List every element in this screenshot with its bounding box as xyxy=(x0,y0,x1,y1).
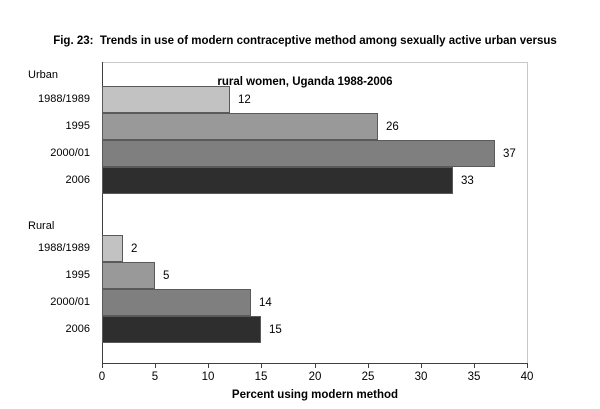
category-label: 1988/1989 xyxy=(38,242,90,254)
x-tick-label: 0 xyxy=(98,371,106,383)
bar-rural-2000-01 xyxy=(102,289,251,316)
bar-urban-1995 xyxy=(102,113,378,140)
value-label: 15 xyxy=(269,324,282,336)
chart-title: Fig. 23: Trends in use of modern contrac… xyxy=(10,8,600,103)
plot-frame-top xyxy=(102,62,528,63)
x-tick-mark xyxy=(527,364,528,368)
bar-rural-2006 xyxy=(102,316,261,343)
chart-title-line1: Fig. 23: Trends in use of modern contrac… xyxy=(53,35,557,47)
x-tick-label: 10 xyxy=(201,371,215,383)
x-tick-mark xyxy=(102,364,103,368)
x-tick-mark xyxy=(315,364,316,368)
group-label-urban: Urban xyxy=(28,69,58,81)
category-label: 2000/01 xyxy=(50,296,90,308)
value-label: 14 xyxy=(259,297,272,309)
group-label-rural: Rural xyxy=(28,220,55,232)
x-axis-line xyxy=(102,363,528,364)
x-tick-label: 15 xyxy=(254,371,268,383)
category-label: 2000/01 xyxy=(50,147,90,159)
x-tick-mark xyxy=(155,364,156,368)
value-label: 33 xyxy=(461,175,474,187)
x-tick-mark xyxy=(421,364,422,368)
x-axis-title: Percent using modern method xyxy=(231,389,399,401)
category-label: 2006 xyxy=(65,174,90,186)
x-tick-label: 5 xyxy=(151,371,159,383)
bar-rural-1988-1989 xyxy=(102,235,123,262)
category-label: 2006 xyxy=(65,323,90,335)
bar-urban-1988-1989 xyxy=(102,86,230,113)
x-tick-mark xyxy=(368,364,369,368)
bar-urban-2006 xyxy=(102,167,453,194)
bar-rural-1995 xyxy=(102,262,155,289)
x-tick-label: 20 xyxy=(308,371,322,383)
value-label: 26 xyxy=(386,121,399,133)
chart-title-line2: rural women, Uganda 1988-2006 xyxy=(217,75,393,88)
value-label: 2 xyxy=(131,243,138,255)
category-label: 1995 xyxy=(65,120,90,132)
x-tick-label: 35 xyxy=(467,371,481,383)
x-tick-mark xyxy=(208,364,209,368)
x-tick-label: 25 xyxy=(361,371,375,383)
category-label: 1995 xyxy=(65,269,90,281)
value-label: 37 xyxy=(503,148,516,160)
value-label: 12 xyxy=(238,94,251,106)
value-label: 5 xyxy=(163,270,170,282)
bar-urban-2000-01 xyxy=(102,140,495,167)
y-axis-line xyxy=(102,62,103,364)
category-label: 1988/1989 xyxy=(38,93,90,105)
x-tick-label: 40 xyxy=(520,371,534,383)
x-tick-label: 30 xyxy=(414,371,428,383)
x-tick-mark xyxy=(474,364,475,368)
plot-frame-right xyxy=(527,62,528,364)
x-tick-mark xyxy=(261,364,262,368)
